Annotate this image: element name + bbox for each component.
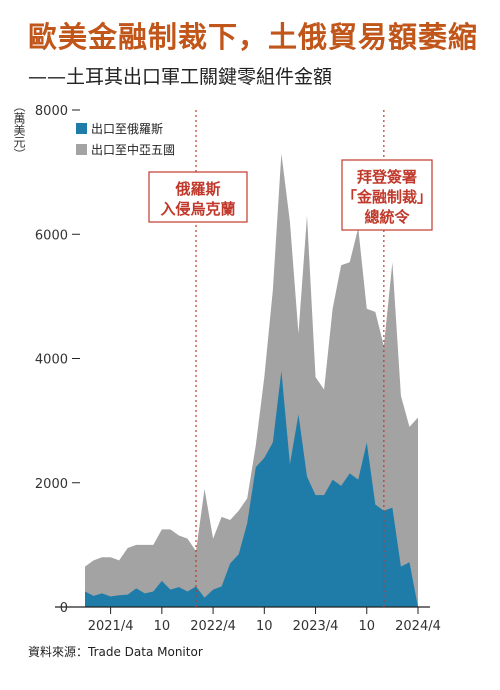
annotation-text: 總統令 — [364, 208, 410, 226]
annotation-text: 拜登簽署 — [357, 168, 417, 186]
series-area-0 — [85, 370, 418, 607]
x-tick-label: 2024/4 — [395, 619, 441, 634]
x-tick-label: 10 — [256, 619, 273, 634]
x-tick-label: 2022/4 — [190, 619, 236, 634]
y-tick-label: 4000 — [35, 353, 68, 368]
y-axis-unit: （萬美元） — [12, 100, 26, 160]
chart-subtitle: ——土耳其出口軍工關鍵零組件金額 — [28, 66, 333, 88]
annotation-box — [148, 171, 248, 223]
legend-label: 出口至中亞五國 — [91, 142, 175, 157]
y-tick-label: 2000 — [35, 477, 68, 492]
annotation-box — [341, 159, 433, 231]
y-tick-label: 6000 — [35, 228, 68, 243]
legend-swatch — [76, 123, 87, 134]
x-tick-label: 10 — [154, 619, 171, 634]
x-tick-label: 10 — [358, 619, 375, 634]
chart-title: 歐美金融制裁下，土俄貿易額萎縮 — [28, 20, 479, 54]
annotation-text: 「金融制裁」 — [342, 188, 432, 206]
x-tick-label: 2023/4 — [293, 619, 339, 634]
legend-label: 出口至俄羅斯 — [91, 122, 163, 136]
legend-swatch — [76, 144, 87, 155]
source-note: 資料來源：Trade Data Monitor — [28, 645, 203, 659]
x-tick-label: 2021/4 — [88, 619, 134, 634]
axes: 0 2000 4000 6000 8000 2021/4 10 2022/4 10 2023/4 1… — [35, 104, 441, 634]
annotation-text: 俄羅斯 — [174, 180, 220, 198]
y-tick-label: 8000 — [35, 104, 68, 119]
y-tick-label: 0 — [60, 601, 68, 616]
series-areas — [85, 153, 418, 608]
annotation-text: 入侵烏克蘭 — [160, 200, 235, 218]
